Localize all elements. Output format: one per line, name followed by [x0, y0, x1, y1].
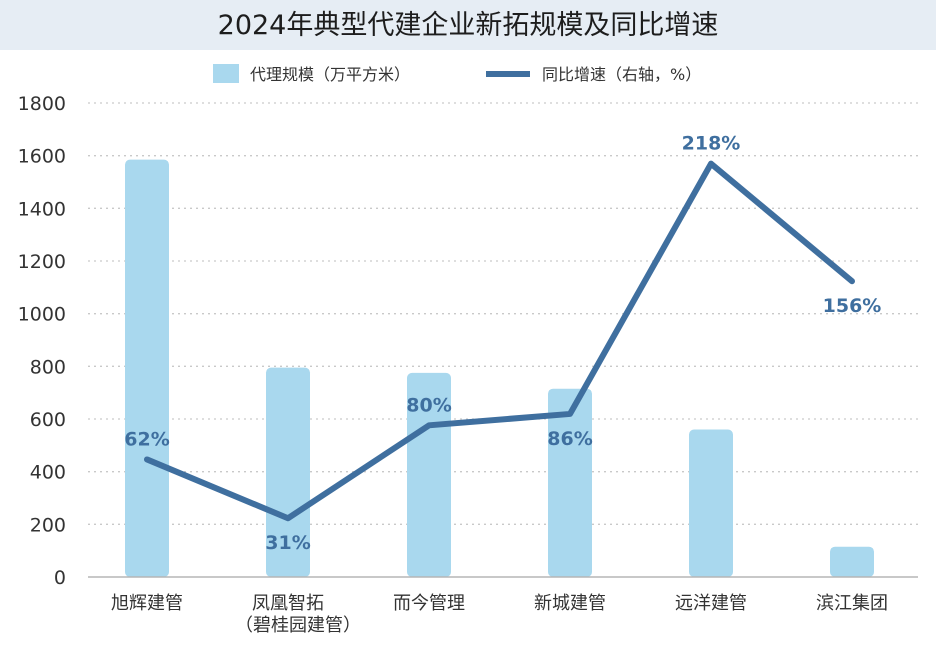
x-tick-label: 新城建管: [534, 593, 606, 614]
bar-layer: [125, 159, 874, 577]
data-label: 156%: [823, 295, 882, 317]
x-tick-label: 凤凰智拓: [252, 593, 324, 614]
y-tick-label: 400: [30, 462, 66, 484]
title-bar: [0, 0, 936, 50]
x-tick-label: 而今管理: [393, 593, 465, 614]
data-label: 80%: [406, 394, 451, 416]
bar: [548, 388, 592, 577]
y-tick-label: 200: [30, 514, 66, 536]
data-label: 62%: [124, 428, 169, 450]
data-label: 218%: [682, 133, 741, 155]
data-label: 31%: [265, 532, 310, 554]
y-tick-label: 1800: [18, 93, 66, 115]
x-tick-label: 旭辉建管: [111, 593, 183, 614]
x-tick-label: 远洋建管: [675, 593, 747, 614]
bar: [125, 159, 169, 577]
grid-layer: [88, 102, 918, 525]
label-layer: 62% 31% 80% 86% 218% 156%: [124, 133, 881, 555]
bar: [266, 367, 310, 577]
legend: 代理规模（万平方米） 同比增速（右轴，%）: [213, 64, 701, 84]
line-layer: [144, 160, 855, 522]
legend-line-label: 同比增速（右轴，%）: [542, 65, 701, 84]
y-tick-label: 1200: [18, 251, 66, 273]
data-label: 86%: [547, 428, 592, 450]
axis-layer: 0 200 400 600 800 1000 1200 1400 1600 1800 旭辉建管 凤凰智…: [18, 93, 918, 636]
x-tick-sublabel: （碧桂园建管）: [235, 615, 361, 636]
legend-bar-swatch: [213, 64, 239, 83]
bar: [830, 546, 874, 577]
x-tick-label: 滨江集团: [816, 593, 888, 614]
y-tick-label: 1000: [18, 304, 66, 326]
y-tick-label: 0: [54, 567, 66, 589]
y-tick-label: 800: [30, 356, 66, 378]
chart-title: 2024年典型代建企业新拓规模及同比增速: [218, 10, 719, 41]
bar: [689, 429, 733, 577]
growth-line: [144, 160, 855, 522]
legend-bar-label: 代理规模（万平方米）: [250, 65, 410, 84]
y-tick-label: 1400: [18, 198, 66, 220]
y-tick-label: 1600: [18, 146, 66, 168]
y-tick-label: 600: [30, 409, 66, 431]
